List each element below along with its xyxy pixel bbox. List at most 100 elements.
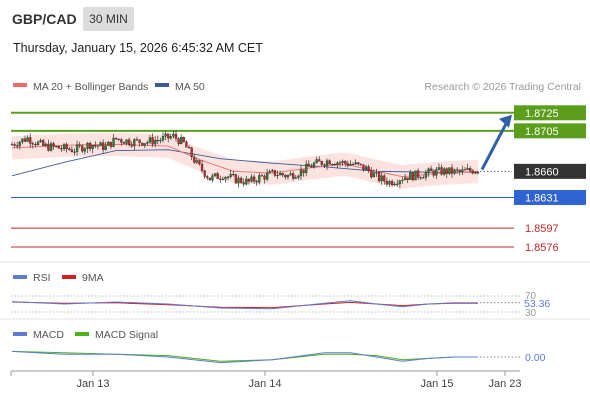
candle-body: [239, 177, 243, 183]
candle-body: [31, 143, 34, 145]
candle-body: [122, 142, 126, 144]
resistance-label: 1.8705: [525, 126, 559, 138]
candle-body: [164, 133, 167, 137]
candle-body: [198, 160, 201, 165]
rsi-swatch: [13, 275, 27, 279]
x-axis-tick-label: Jan 15: [420, 378, 453, 390]
candle-body: [104, 145, 107, 150]
candle-body: [245, 178, 248, 185]
rsi-ma-legend-label: 9MA: [82, 272, 104, 284]
candle-body: [39, 140, 42, 143]
candle-body: [450, 167, 454, 174]
candle-body: [377, 172, 381, 182]
candle-body: [463, 169, 467, 171]
candle-body: [94, 145, 97, 147]
ma50-swatch: [155, 83, 169, 87]
macd-legend: MACD MACD Signal: [13, 329, 158, 341]
candle-body: [474, 172, 477, 174]
candle-body: [367, 166, 370, 171]
candle-body: [252, 176, 256, 182]
candle-body: [167, 133, 170, 139]
candle-body: [255, 181, 258, 183]
candle-body: [411, 172, 415, 181]
candle-body: [370, 170, 373, 178]
candle-body: [23, 138, 27, 142]
candle-body: [208, 177, 212, 181]
candle-body: [414, 170, 417, 181]
candle-body: [328, 160, 331, 165]
candle-body: [305, 163, 308, 174]
candle-body: [187, 147, 191, 149]
candle-body: [216, 173, 219, 180]
candle-body: [312, 162, 316, 168]
candle-body: [440, 167, 443, 175]
forecast-arrow-head: [499, 114, 512, 128]
candle-body: [344, 161, 347, 164]
candle-body: [302, 169, 305, 174]
candle-body: [151, 137, 154, 145]
candle-body: [107, 141, 110, 146]
candle-body: [112, 137, 115, 147]
candle-body: [26, 137, 29, 142]
candle-body: [250, 176, 253, 182]
ma20-swatch: [13, 83, 27, 87]
macd-signal-swatch: [75, 332, 89, 336]
rsi-bottom-level: 30: [525, 308, 537, 319]
pivot-box: [514, 189, 586, 205]
x-axis-ticks: Jan 13 Jan 14 Jan 15 Jan 23: [10, 371, 522, 390]
candle-body: [70, 149, 74, 152]
candle-body: [101, 142, 105, 150]
ma20-legend-label: MA 20 + Bollinger Bands: [33, 81, 148, 93]
candle-body: [29, 137, 32, 144]
candle-body: [47, 143, 50, 151]
candle-body: [177, 138, 180, 145]
candle-body: [445, 168, 448, 174]
timeframe-button[interactable]: 30 MIN: [83, 7, 134, 31]
resistance-box: [514, 123, 586, 139]
candle-body: [135, 139, 139, 141]
candle-body: [182, 137, 185, 142]
candle-body: [75, 144, 79, 152]
candle-body: [219, 178, 222, 180]
candle-body: [424, 172, 428, 178]
candle-body: [351, 163, 355, 166]
candle-body: [57, 146, 61, 149]
macd-swatch: [13, 332, 27, 336]
rsi-top-level: 70: [525, 291, 537, 302]
last-price-box: [514, 163, 586, 179]
candle-body: [242, 182, 245, 185]
candle-body: [359, 163, 362, 165]
candle-body: [258, 175, 261, 183]
macd-legend-label: MACD: [33, 329, 64, 341]
candle-body: [146, 142, 149, 144]
rsi-legend: RSI 9MA: [13, 272, 104, 284]
candle-body: [336, 162, 339, 166]
candle-body: [203, 170, 206, 177]
candle-body: [385, 180, 389, 185]
candle-body: [364, 166, 368, 170]
candle-body: [406, 177, 409, 180]
credit-text: Research © 2026 Trading Central: [424, 81, 581, 93]
candle-body: [10, 144, 14, 146]
candle-body: [265, 172, 269, 180]
candle-body: [91, 145, 94, 149]
candle-body: [42, 140, 45, 146]
candle-body: [292, 173, 295, 179]
candle-body: [429, 168, 433, 171]
candle-body: [133, 139, 136, 147]
candle-body: [354, 162, 357, 165]
candle-body: [375, 172, 378, 174]
candle-body: [362, 164, 365, 170]
candle-body: [398, 180, 402, 185]
candle-body: [276, 174, 279, 177]
candle-body: [469, 168, 472, 171]
candle-body: [286, 175, 290, 178]
candle-body: [226, 176, 230, 178]
candle-body: [268, 171, 271, 174]
candle-body: [372, 172, 376, 178]
candle-body: [318, 159, 321, 162]
macd-signal-legend-label: MACD Signal: [95, 329, 158, 341]
candle-body: [271, 170, 274, 172]
candle-body: [443, 168, 446, 175]
